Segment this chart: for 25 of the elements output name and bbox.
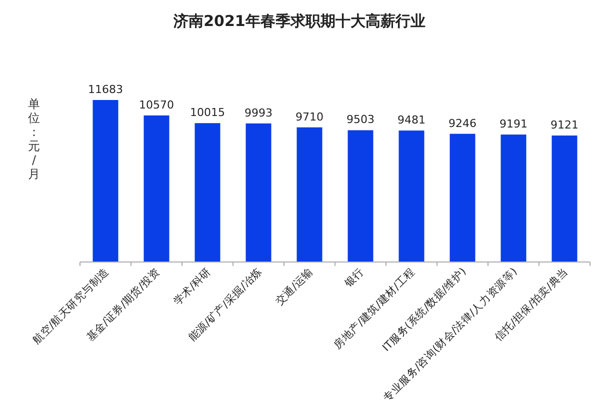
data-label: 9191 [500, 118, 528, 131]
y-axis-title: 单位：元/月 [28, 97, 40, 181]
data-label: 9993 [244, 106, 272, 120]
bar [348, 130, 374, 262]
bar [92, 100, 118, 262]
bar [552, 136, 578, 262]
bar [450, 134, 476, 262]
chart-title: 济南2021年春季求职期十大高薪行业 [172, 12, 426, 30]
bar [500, 134, 526, 262]
bar [398, 130, 424, 262]
data-label: 10570 [139, 98, 174, 112]
data-label: 9246 [448, 116, 476, 130]
data-label: 9710 [296, 110, 324, 124]
data-label: 9481 [398, 114, 426, 127]
data-label: 9121 [550, 118, 578, 132]
x-tick-label: 交通/运输 [272, 264, 316, 308]
data-label: 11683 [88, 83, 123, 96]
bar [194, 123, 220, 262]
bar [246, 123, 272, 262]
bar [296, 127, 322, 262]
data-label: 10015 [190, 106, 225, 120]
x-tick-label: 银行 [342, 266, 367, 290]
x-tick-label: 学术/科研 [170, 264, 214, 308]
data-label: 9503 [346, 113, 374, 126]
bar [144, 115, 170, 262]
